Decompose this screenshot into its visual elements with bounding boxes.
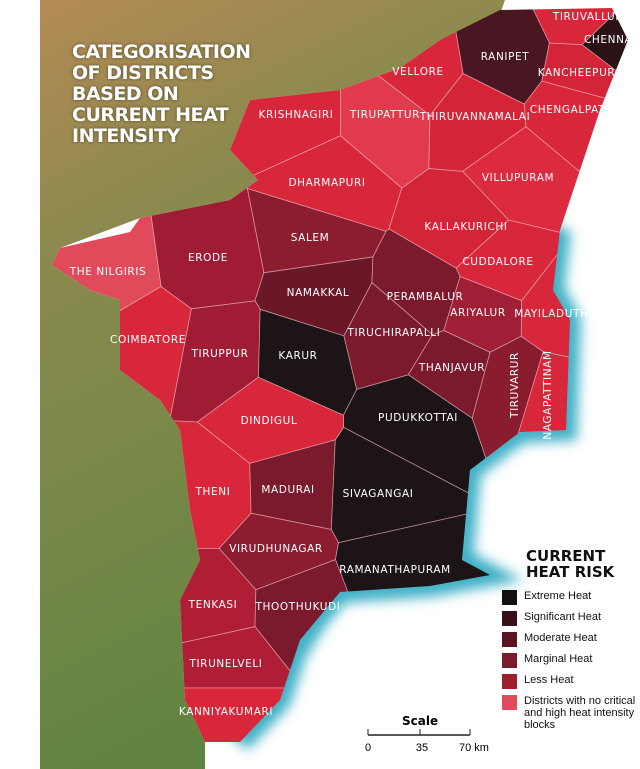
- district-label: THENI: [195, 486, 231, 498]
- legend-item: Less Heat: [502, 674, 640, 689]
- scale-bar: 0 35 70 km: [365, 729, 489, 754]
- district-label: THIRUVANNAMALAI: [419, 111, 531, 123]
- legend: CURRENT HEAT RISK Extreme Heat Significan…: [502, 548, 640, 737]
- scale-label: 70 km: [459, 742, 489, 754]
- district-label: TENKASI: [188, 599, 238, 611]
- legend-swatch: [502, 632, 517, 647]
- district-label: CUDDALORE: [462, 256, 533, 268]
- legend-item: Significant Heat: [502, 611, 640, 626]
- legend-swatch: [502, 695, 517, 710]
- district-label: MAYILADUTHURAI: [514, 308, 616, 320]
- district-label: SIVAGANGAI: [343, 488, 414, 500]
- legend-label: Less Heat: [524, 674, 574, 686]
- district-label: RAMANATHAPURAM: [339, 564, 451, 576]
- legend-swatch: [502, 611, 517, 626]
- legend-item: Marginal Heat: [502, 653, 640, 668]
- district-label: KALLAKURICHI: [424, 221, 507, 233]
- district-label: TIRUNELVELI: [188, 658, 262, 670]
- district-label: TIRUCHIRAPALLI: [347, 327, 441, 339]
- district-label: TIRUVARUR: [509, 352, 521, 419]
- district-label: KANNIYAKUMARI: [179, 706, 273, 718]
- scale-label: 35: [416, 742, 428, 754]
- legend-item: Extreme Heat: [502, 590, 640, 605]
- district-label: CHENNAI: [584, 34, 636, 46]
- district-label: DHARMAPURI: [288, 177, 365, 189]
- district-label: THANJAVUR: [418, 362, 485, 374]
- legend-label: Extreme Heat: [524, 590, 592, 602]
- district-label: TIRUVALLUR: [552, 11, 623, 23]
- legend-swatch: [502, 590, 517, 605]
- district-label: TIRUPPUR: [191, 348, 249, 360]
- legend-item: Moderate Heat: [502, 632, 640, 647]
- district-label: TIRUPATTUR: [349, 109, 420, 121]
- legend-swatch: [502, 653, 517, 668]
- district-label: SALEM: [291, 232, 330, 244]
- district-label: CHENGALPATTU: [530, 104, 620, 116]
- district-label: VIRUDHUNAGAR: [229, 543, 323, 555]
- district-label: COIMBATORE: [110, 334, 186, 346]
- district-label: VELLORE: [392, 66, 444, 78]
- district-label: DINDIGUL: [241, 415, 298, 427]
- legend-items: Extreme Heat Significant Heat Moderate Hea…: [502, 590, 640, 731]
- district-label: NAGAPATTINAM: [542, 350, 554, 439]
- district-label: THE NILGIRIS: [69, 266, 147, 278]
- title: CATEGORISATION OF DISTRICTS BASED ON CUR…: [72, 41, 251, 147]
- district-label: PUDUKKOTTAI: [378, 412, 458, 424]
- district-label: PERAMBALUR: [387, 291, 464, 303]
- legend-label: Significant Heat: [524, 611, 602, 623]
- legend-label: Marginal Heat: [524, 653, 593, 665]
- district-label: RANIPET: [481, 51, 530, 63]
- district-label: KRISHNAGIRI: [259, 109, 334, 121]
- scale-label: 0: [365, 742, 371, 754]
- land: [40, 0, 505, 769]
- legend-item: Districts with no critical and high heat…: [502, 695, 640, 731]
- labels: TIRUVALLUR CHENNAI RANIPET VELLORE KANCHEEPU…: [69, 11, 636, 718]
- district-label: VILLUPURAM: [482, 172, 554, 184]
- district-label: KARUR: [278, 350, 317, 362]
- district-label: NAMAKKAL: [287, 287, 350, 299]
- legend-swatch: [502, 674, 517, 689]
- legend-label: Moderate Heat: [524, 632, 597, 644]
- district-label: MADURAI: [261, 484, 314, 496]
- district-label: ARIYALUR: [450, 307, 505, 319]
- legend-title: CURRENT HEAT RISK: [526, 547, 615, 581]
- district-label: THOOTHUKUDI: [255, 601, 341, 613]
- scale-title: Scale: [402, 714, 439, 728]
- district-label: ERODE: [188, 252, 228, 264]
- district-label: KANCHEEPURAM: [538, 67, 633, 79]
- legend-label: Districts with no critical and high heat…: [524, 695, 636, 731]
